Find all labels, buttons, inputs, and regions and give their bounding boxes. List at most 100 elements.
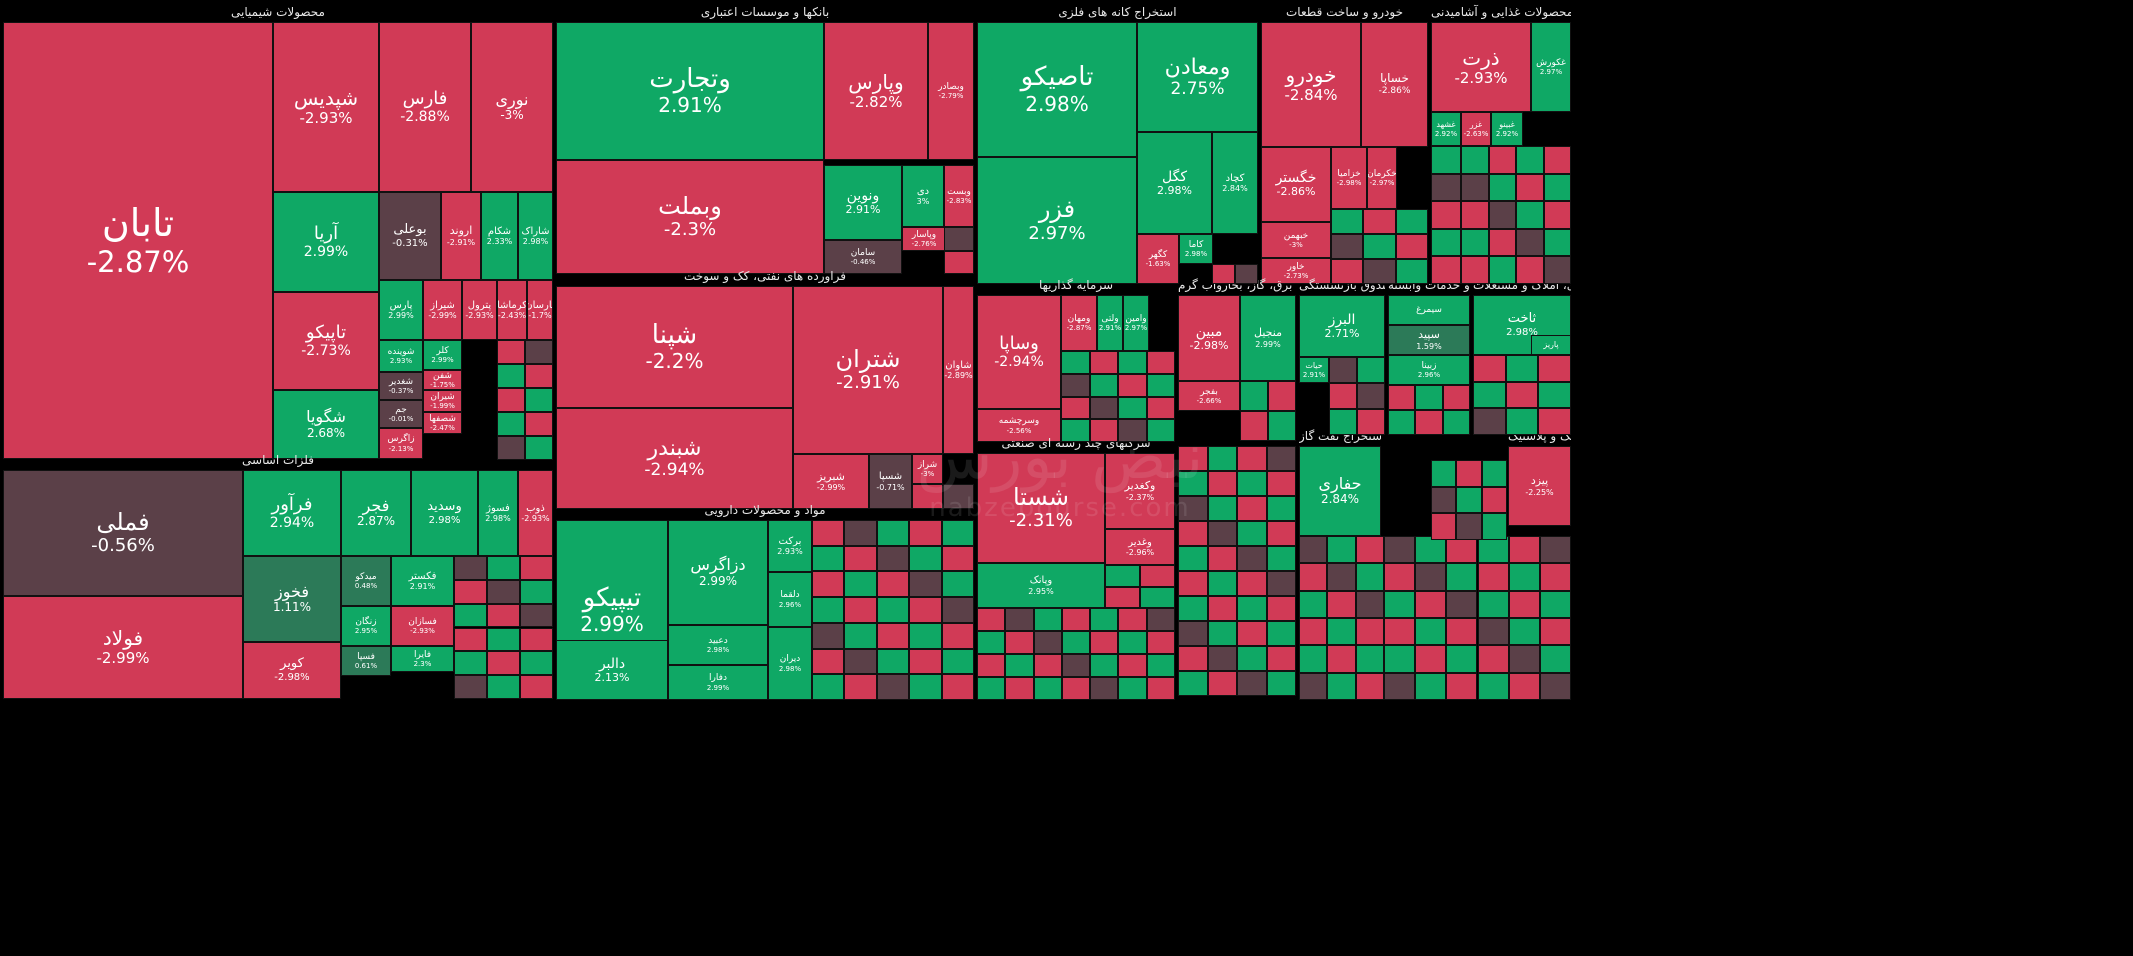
minor-stock-tile[interactable] — [909, 597, 942, 623]
stock-tile[interactable]: فایرا 2.3% — [391, 646, 454, 672]
minor-stock-tile[interactable] — [1446, 645, 1478, 673]
minor-stock-tile[interactable] — [1266, 496, 1296, 521]
minor-stock-tile[interactable] — [1461, 173, 1489, 202]
minor-stock-tile[interactable] — [1461, 256, 1489, 284]
minor-stock-tile[interactable] — [497, 412, 525, 436]
minor-stock-tile[interactable] — [525, 436, 553, 460]
minor-stock-tile[interactable] — [1516, 201, 1544, 229]
stock-tile[interactable]: وسرچشمه -2.56% — [977, 409, 1061, 442]
stock-tile[interactable]: شگویا 2.68% — [273, 390, 379, 459]
stock-tile[interactable]: کگهر -1.63% — [1137, 234, 1179, 284]
minor-stock-tile[interactable] — [1446, 618, 1478, 646]
minor-stock-tile[interactable] — [1268, 381, 1296, 411]
stock-tile[interactable]: زنگان 2.95% — [341, 606, 391, 646]
minor-stock-tile[interactable] — [876, 545, 910, 572]
stock-tile[interactable]: سامان -0.46% — [824, 240, 902, 274]
minor-stock-tile[interactable] — [1395, 234, 1428, 259]
minor-stock-tile[interactable] — [1539, 618, 1571, 646]
minor-stock-tile[interactable] — [1061, 608, 1091, 631]
minor-stock-tile[interactable] — [1508, 563, 1540, 591]
minor-stock-tile[interactable] — [1033, 631, 1062, 654]
minor-stock-tile[interactable] — [812, 648, 845, 675]
stock-tile[interactable]: پیزد -2.25% — [1508, 446, 1571, 526]
minor-stock-tile[interactable] — [1488, 146, 1516, 174]
stock-tile[interactable]: شتران -2.91% — [793, 286, 943, 454]
minor-stock-tile[interactable] — [1237, 621, 1267, 646]
stock-tile[interactable]: منجیل 2.99% — [1240, 295, 1296, 381]
minor-stock-tile[interactable] — [1384, 672, 1416, 700]
stock-tile[interactable]: پاریز — [1531, 335, 1571, 355]
minor-stock-tile[interactable] — [1327, 563, 1356, 591]
minor-stock-tile[interactable] — [1488, 256, 1516, 284]
minor-stock-tile[interactable] — [1516, 256, 1544, 284]
stock-tile[interactable]: جم -0.01% — [379, 400, 423, 428]
minor-stock-tile[interactable] — [1431, 228, 1461, 257]
stock-tile[interactable]: فکستر 2.91% — [391, 556, 454, 606]
stock-tile[interactable]: شسپا -0.71% — [869, 454, 912, 509]
minor-stock-tile[interactable] — [1089, 351, 1118, 374]
stock-tile[interactable]: پارسان-1.7% — [527, 280, 553, 340]
stock-tile[interactable]: ولتی 2.91% — [1097, 295, 1123, 351]
minor-stock-tile[interactable] — [844, 597, 877, 623]
minor-stock-tile[interactable] — [1488, 201, 1516, 229]
minor-stock-tile[interactable] — [1395, 209, 1428, 234]
minor-stock-tile[interactable] — [1178, 571, 1208, 596]
minor-stock-tile[interactable] — [1033, 677, 1062, 700]
minor-stock-tile[interactable] — [497, 340, 525, 364]
minor-stock-tile[interactable] — [1415, 385, 1443, 410]
minor-stock-tile[interactable] — [1331, 209, 1364, 234]
minor-stock-tile[interactable] — [1384, 645, 1416, 673]
minor-stock-tile[interactable] — [1061, 396, 1090, 420]
minor-stock-tile[interactable] — [1090, 608, 1119, 631]
stock-tile[interactable]: دزاگرس 2.99% — [668, 520, 768, 625]
stock-tile[interactable]: شبریز -2.99% — [793, 454, 869, 509]
minor-stock-tile[interactable] — [1508, 536, 1540, 564]
minor-stock-tile[interactable] — [1105, 586, 1140, 608]
stock-tile[interactable]: سیمرغ — [1388, 295, 1470, 325]
minor-stock-tile[interactable] — [1207, 621, 1237, 646]
minor-stock-tile[interactable] — [912, 484, 943, 509]
minor-stock-tile[interactable] — [1266, 596, 1296, 621]
minor-stock-tile[interactable] — [1118, 419, 1147, 442]
minor-stock-tile[interactable] — [1061, 631, 1091, 654]
minor-stock-tile[interactable] — [812, 545, 845, 572]
minor-stock-tile[interactable] — [909, 520, 942, 546]
stock-tile[interactable]: شصفها -2.47% — [423, 412, 462, 434]
stock-tile[interactable]: وبست -2.83% — [944, 165, 974, 227]
minor-stock-tile[interactable] — [1538, 408, 1571, 435]
stock-tile[interactable]: وامین 2.97% — [1123, 295, 1149, 351]
stock-tile[interactable]: وبصادر -2.79% — [928, 22, 974, 160]
minor-stock-tile[interactable] — [1538, 381, 1571, 409]
minor-stock-tile[interactable] — [844, 674, 877, 700]
stock-tile[interactable]: خساپا -2.86% — [1361, 22, 1428, 147]
minor-stock-tile[interactable] — [1178, 621, 1208, 646]
stock-tile[interactable]: کلر 2.99% — [423, 340, 462, 370]
minor-stock-tile[interactable] — [1178, 496, 1208, 521]
stock-tile[interactable]: خودرو -2.84% — [1261, 22, 1361, 147]
minor-stock-tile[interactable] — [1508, 672, 1540, 700]
minor-stock-tile[interactable] — [497, 364, 525, 388]
minor-stock-tile[interactable] — [1118, 373, 1147, 397]
stock-tile[interactable]: ذوب -2.93% — [518, 470, 553, 556]
minor-stock-tile[interactable] — [520, 627, 553, 652]
minor-stock-tile[interactable] — [1005, 677, 1034, 700]
minor-stock-tile[interactable] — [1207, 471, 1237, 496]
minor-stock-tile[interactable] — [1539, 563, 1571, 591]
minor-stock-tile[interactable] — [1090, 677, 1119, 700]
stock-tile[interactable]: سپید 1.59% — [1388, 325, 1470, 355]
stock-tile[interactable]: فرآور 2.94% — [243, 470, 341, 556]
minor-stock-tile[interactable] — [1508, 590, 1540, 618]
minor-stock-tile[interactable] — [812, 622, 845, 649]
minor-stock-tile[interactable] — [1268, 411, 1296, 441]
minor-stock-tile[interactable] — [941, 597, 974, 623]
minor-stock-tile[interactable] — [1539, 590, 1571, 618]
minor-stock-tile[interactable] — [487, 627, 520, 652]
minor-stock-tile[interactable] — [1061, 654, 1091, 677]
minor-stock-tile[interactable] — [1543, 228, 1571, 257]
minor-stock-tile[interactable] — [1477, 536, 1509, 564]
minor-stock-tile[interactable] — [1061, 677, 1091, 700]
minor-stock-tile[interactable] — [1146, 419, 1175, 442]
minor-stock-tile[interactable] — [1456, 513, 1482, 540]
minor-stock-tile[interactable] — [1118, 631, 1147, 654]
stock-tile[interactable]: دیران 2.98% — [768, 627, 812, 700]
